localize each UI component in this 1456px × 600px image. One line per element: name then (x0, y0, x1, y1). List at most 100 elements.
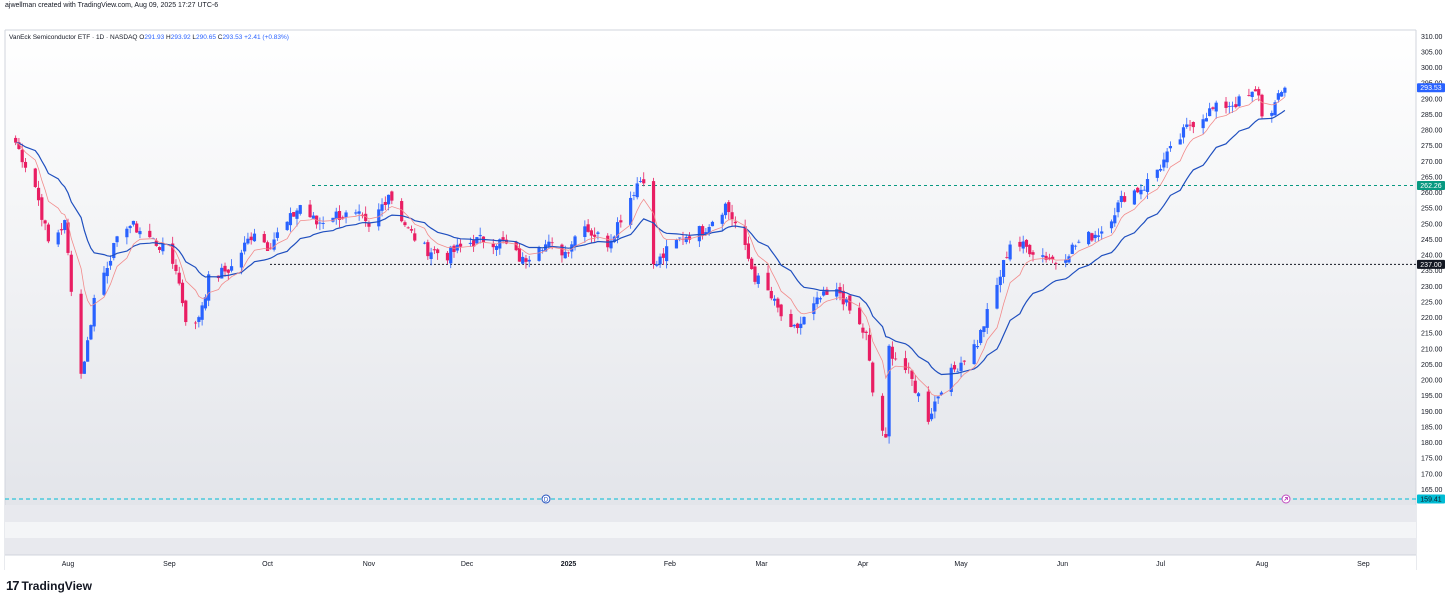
candle-body[interactable] (288, 213, 293, 226)
ema-slow-line[interactable] (15, 109, 1286, 376)
candle-body[interactable] (23, 161, 28, 168)
candle-body[interactable] (501, 237, 505, 240)
candle-body[interactable] (596, 232, 600, 234)
candle-body[interactable] (1280, 92, 1284, 97)
candle-body[interactable] (436, 249, 440, 254)
candle-body[interactable] (975, 346, 980, 348)
candle-body[interactable] (789, 313, 793, 327)
candle-body[interactable] (799, 323, 803, 329)
candle-body[interactable] (1227, 106, 1231, 107)
candle-body[interactable] (864, 331, 868, 333)
indicator-pane-2[interactable] (5, 538, 1416, 555)
candle-body[interactable] (1028, 244, 1032, 255)
candle-body[interactable] (606, 235, 610, 248)
candle-body[interactable] (494, 245, 499, 250)
candle-body[interactable] (478, 234, 482, 237)
candle-body[interactable] (1208, 108, 1212, 117)
indicator-pane-0[interactable] (5, 505, 1416, 522)
candle-body[interactable] (1273, 102, 1277, 116)
candle-body[interactable] (357, 211, 361, 214)
candle-body[interactable] (1116, 202, 1120, 213)
candle-body[interactable] (642, 179, 646, 184)
candle-body[interactable] (812, 303, 816, 315)
candle-body[interactable] (298, 205, 302, 214)
candle-body[interactable] (982, 326, 986, 333)
candle-body[interactable] (727, 202, 731, 213)
candle-body[interactable] (1077, 241, 1081, 243)
candle-body[interactable] (1276, 93, 1280, 100)
candle-body[interactable] (1070, 244, 1074, 254)
candle-body[interactable] (583, 226, 587, 237)
candle-body[interactable] (239, 252, 243, 268)
candle-body[interactable] (792, 324, 796, 327)
candle-body[interactable] (1178, 139, 1182, 145)
candle-body[interactable] (710, 221, 715, 227)
candle-body[interactable] (589, 230, 593, 236)
candle-body[interactable] (766, 272, 770, 291)
candle-body[interactable] (475, 237, 479, 244)
candle-body[interactable] (20, 149, 24, 163)
candle-body[interactable] (504, 239, 508, 244)
candle-body[interactable] (1123, 196, 1127, 202)
candle-body[interactable] (1201, 119, 1205, 129)
candle-body[interactable] (835, 289, 839, 297)
candle-body[interactable] (658, 256, 662, 265)
candle-body[interactable] (894, 358, 898, 360)
candle-body[interactable] (769, 290, 773, 299)
candle-body[interactable] (979, 329, 983, 343)
candle-body[interactable] (46, 224, 50, 242)
candle-body[interactable] (720, 214, 724, 224)
candle-body[interactable] (275, 232, 279, 238)
candle-body[interactable] (1001, 260, 1006, 277)
candle-body[interactable] (1064, 259, 1068, 263)
indicator-pane-1[interactable] (5, 522, 1416, 538)
candle-body[interactable] (334, 211, 338, 220)
candle-body[interactable] (962, 360, 966, 362)
candle-body[interactable] (1257, 89, 1261, 96)
candle-body[interactable] (750, 258, 754, 270)
candle-body[interactable] (148, 230, 152, 238)
candle-body[interactable] (14, 137, 18, 143)
candle-body[interactable] (89, 325, 93, 340)
candle-body[interactable] (184, 300, 188, 323)
candle-body[interactable] (243, 242, 247, 252)
candle-body[interactable] (972, 344, 976, 365)
candle-body[interactable] (105, 267, 109, 277)
candle-body[interactable] (1145, 179, 1150, 192)
candle-body[interactable] (1185, 124, 1189, 127)
candle-body[interactable] (825, 289, 829, 295)
candle-body[interactable] (1283, 87, 1287, 93)
candle-body[interactable] (177, 272, 181, 284)
candle-body[interactable] (174, 264, 178, 272)
candle-body[interactable] (593, 234, 597, 237)
candle-body[interactable] (33, 168, 37, 187)
candle-body[interactable] (472, 240, 476, 247)
candle-body[interactable] (252, 233, 257, 242)
candle-body[interactable] (913, 380, 917, 393)
candle-body[interactable] (1211, 107, 1215, 109)
candle-body[interactable] (432, 249, 436, 251)
candle-body[interactable] (226, 269, 230, 273)
candle-body[interactable] (413, 233, 417, 241)
candle-body[interactable] (161, 243, 165, 252)
candle-body[interactable] (916, 393, 921, 397)
candle-body[interactable] (403, 222, 407, 226)
candle-body[interactable] (910, 370, 914, 379)
candle-body[interactable] (138, 231, 142, 235)
candle-body[interactable] (998, 276, 1002, 286)
ema-fast-line[interactable] (15, 96, 1286, 397)
candle-body[interactable] (933, 401, 937, 412)
candle-body[interactable] (491, 243, 495, 248)
candle-body[interactable] (772, 298, 777, 301)
candle-body[interactable] (985, 309, 989, 328)
candle-body[interactable] (1005, 257, 1009, 259)
candle-body[interactable] (887, 345, 891, 437)
candle-body[interactable] (848, 295, 852, 311)
candle-body[interactable] (1047, 257, 1051, 260)
candle-body[interactable] (1008, 244, 1012, 260)
candle-body[interactable] (1051, 256, 1055, 260)
candle-body[interactable] (1087, 231, 1091, 245)
candle-body[interactable] (380, 204, 384, 211)
candle-body[interactable] (795, 323, 800, 328)
candle-body[interactable] (871, 362, 875, 393)
